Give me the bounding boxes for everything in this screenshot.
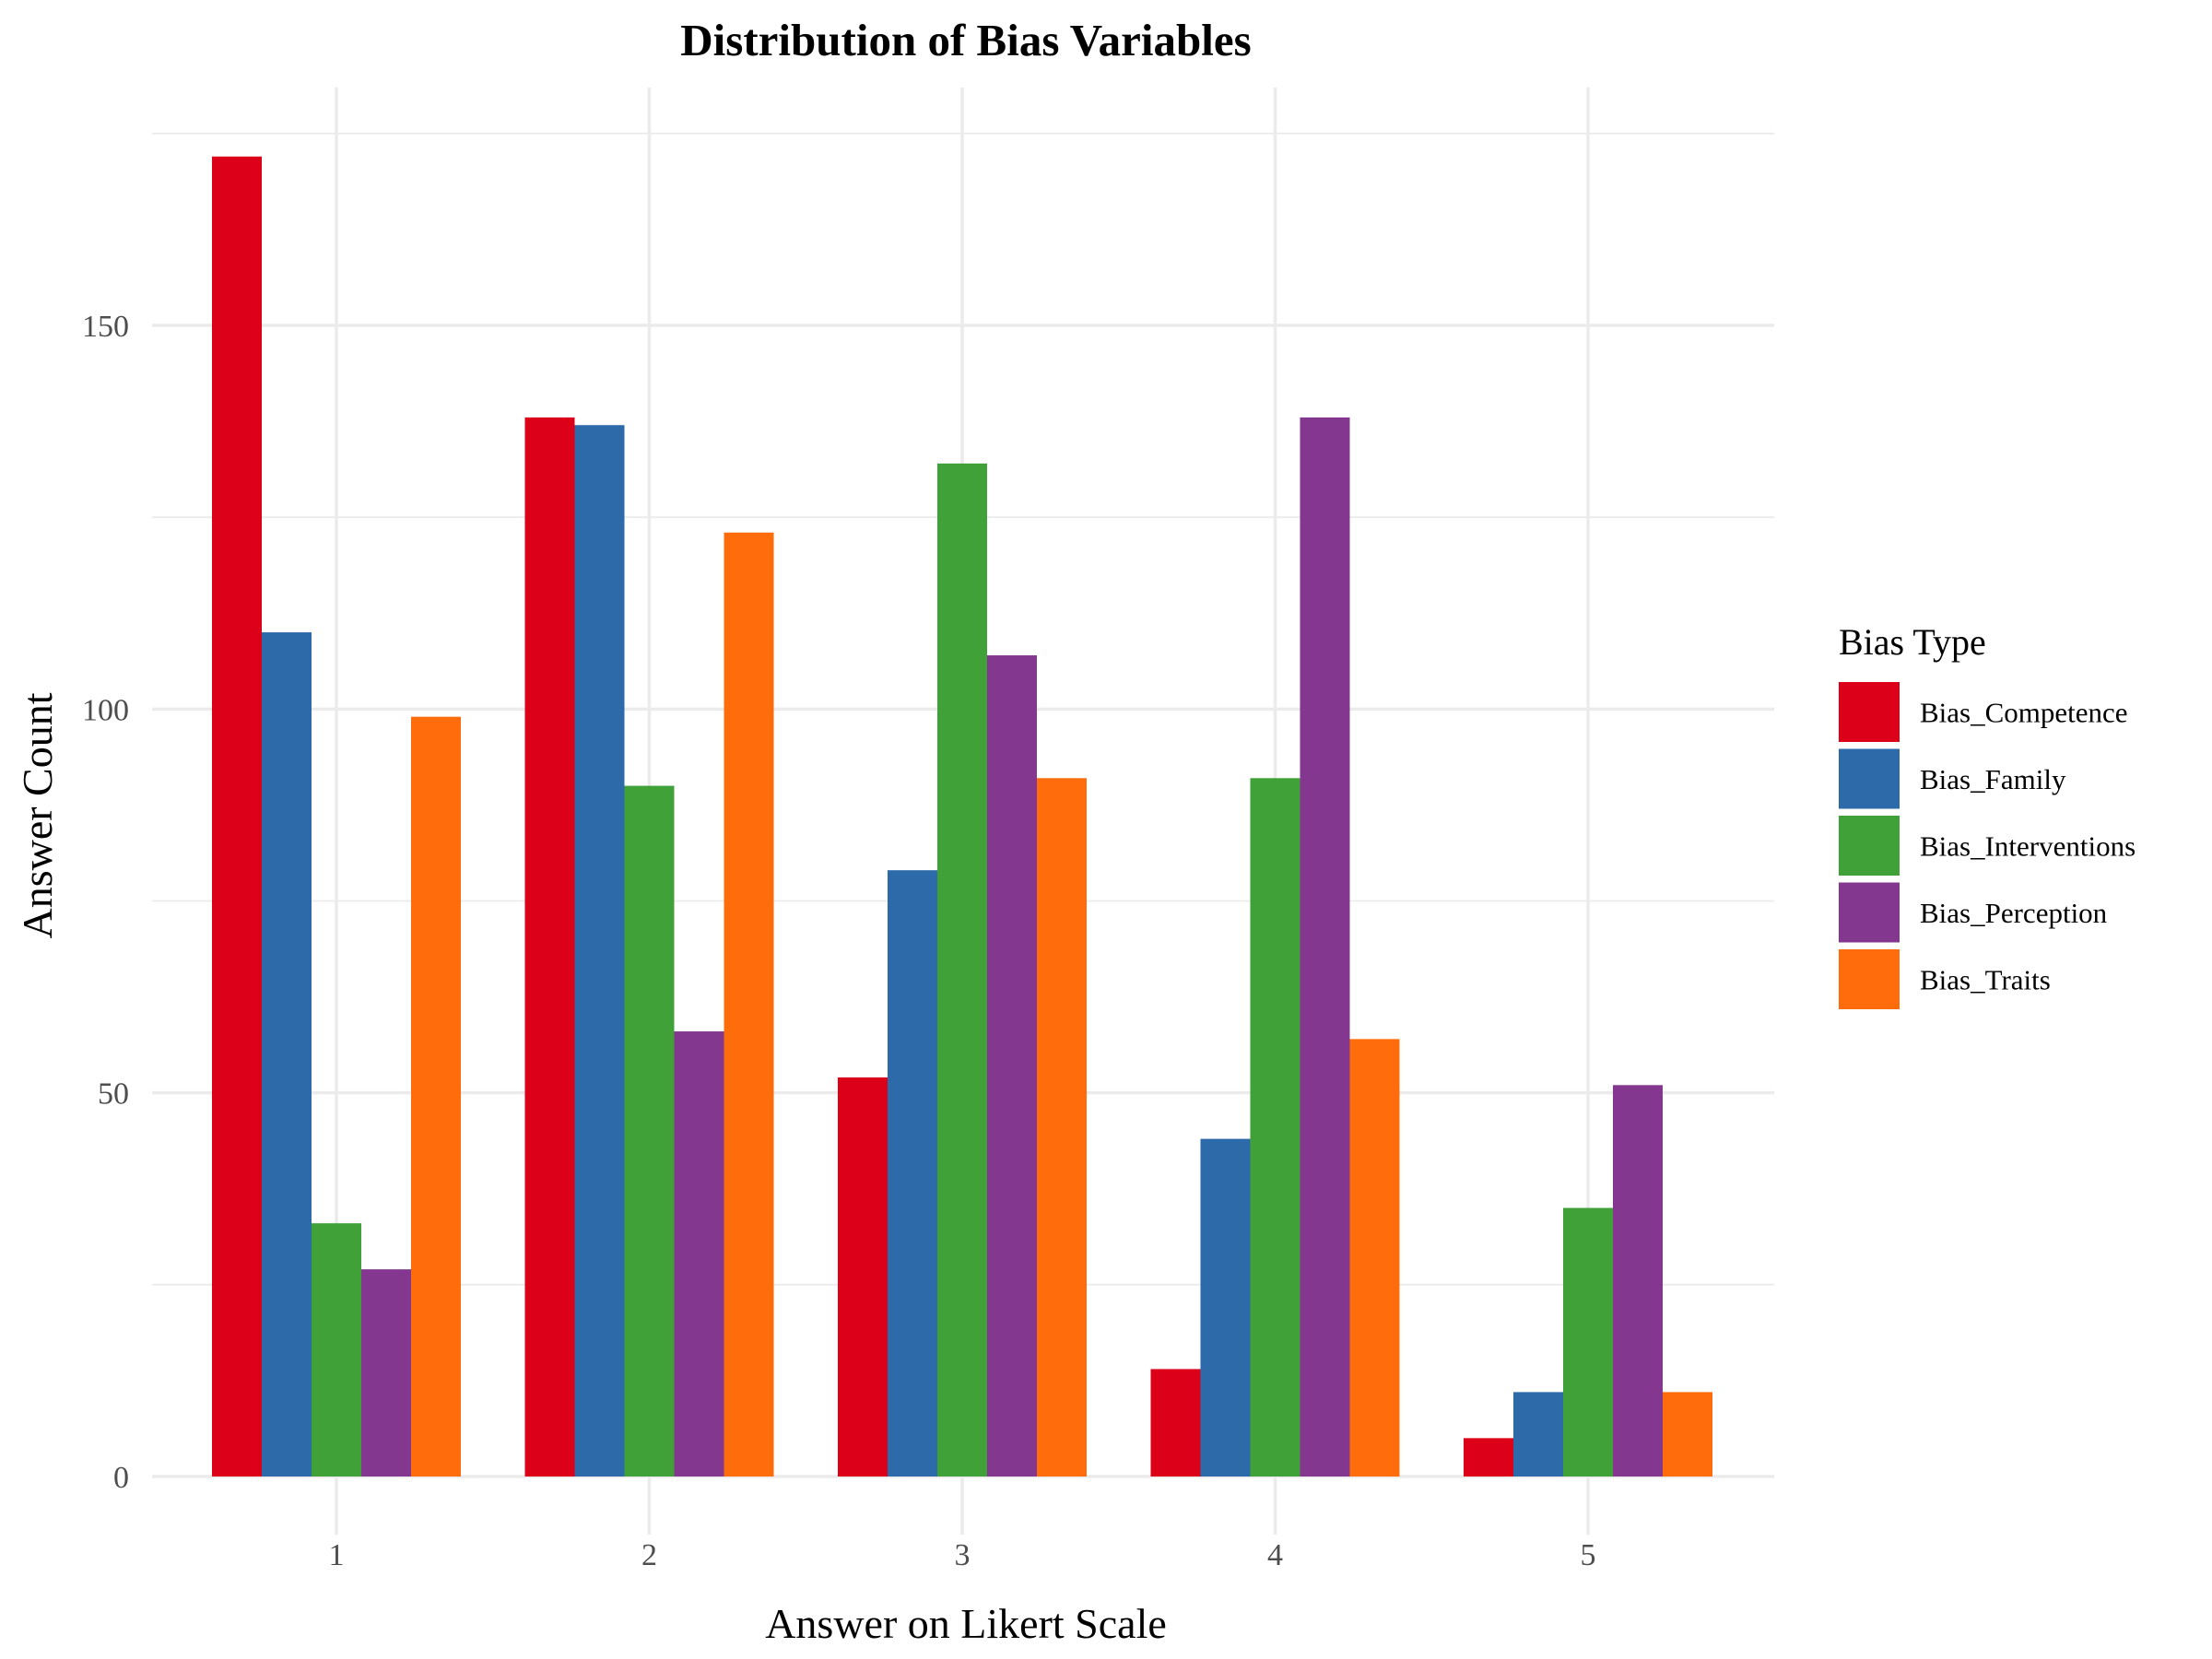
bar-bias-competence-4 [1150,1369,1201,1477]
legend-label: Bias_Traits [1920,964,2051,996]
legend-key-bias-competence [1839,682,1900,742]
bar-bias-family-1 [262,632,312,1477]
bar-bias-interventions-3 [937,463,987,1477]
bar-bias-traits-5 [1663,1392,1712,1477]
y-tick-label: 0 [113,1461,129,1495]
y-tick-label: 150 [82,310,129,344]
bar-bias-traits-4 [1349,1039,1400,1477]
legend-key-bias-perception [1839,882,1900,943]
x-tick-label: 2 [641,1538,657,1572]
legend-key-bias-traits [1839,949,1900,1009]
legend-label: Bias_Perception [1920,897,2108,929]
legend-title: Bias Type [1839,621,1986,663]
chart-title: Distribution of Bias Variables [680,15,1251,65]
y-axis-title: Answer Count [14,692,61,938]
bar-bias-family-3 [888,870,937,1477]
legend-key-bias-interventions [1839,816,1900,876]
x-tick-label: 1 [329,1538,345,1572]
legend-key-bias-family [1839,748,1900,809]
bar-bias-family-4 [1200,1138,1251,1477]
bar-bias-perception-2 [674,1031,724,1477]
bar-bias-perception-5 [1613,1085,1663,1477]
bar-bias-interventions-5 [1563,1207,1613,1477]
y-tick-label: 50 [98,1077,129,1112]
bar-bias-competence-2 [524,417,575,1477]
x-tick-label: 5 [1581,1538,1596,1572]
x-tick-label: 4 [1267,1538,1283,1572]
x-axis-ticks: 1 2 3 4 5 [329,1538,1596,1572]
x-axis-title: Answer on Likert Scale [765,1600,1167,1647]
legend-label: Bias_Competence [1920,697,2128,729]
bar-bias-competence-1 [212,156,262,1477]
bar-bias-interventions-1 [312,1223,361,1477]
legend-label: Bias_Family [1920,763,2066,795]
bar-bias-interventions-2 [624,785,675,1477]
bar-bias-traits-2 [724,532,774,1477]
bar-bias-perception-4 [1300,417,1350,1477]
bar-bias-traits-3 [1037,778,1087,1477]
bars-group [212,156,1712,1477]
bar-bias-family-2 [574,425,625,1477]
bar-bias-family-5 [1513,1392,1563,1477]
bar-bias-perception-3 [987,655,1037,1477]
x-tick-label: 3 [955,1538,971,1572]
legend: Bias Type Bias_Competence Bias_Family Bias… [1839,621,2136,1009]
bar-bias-competence-3 [838,1077,888,1477]
bar-bias-competence-5 [1464,1438,1513,1477]
bar-bias-interventions-4 [1250,778,1300,1477]
legend-label: Bias_Interventions [1920,830,2136,863]
y-tick-label: 100 [82,693,129,727]
bar-bias-traits-1 [411,716,461,1477]
bar-bias-perception-1 [361,1269,411,1477]
y-axis-ticks: 0 50 100 150 [82,310,129,1495]
